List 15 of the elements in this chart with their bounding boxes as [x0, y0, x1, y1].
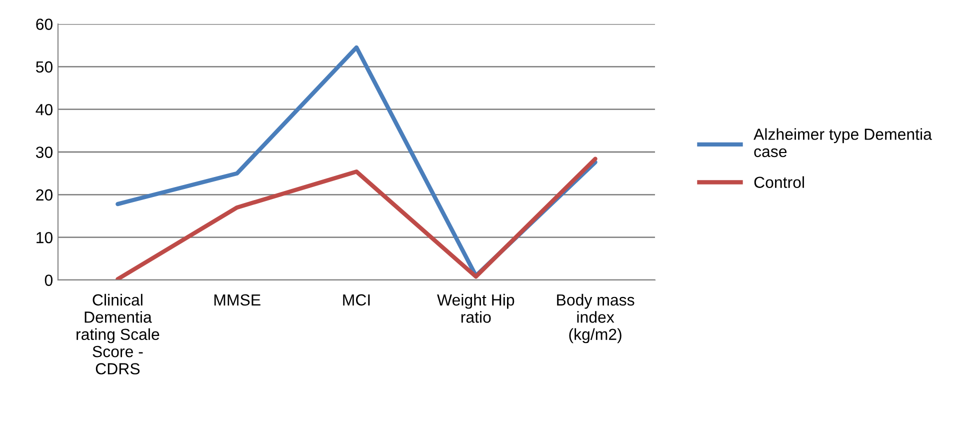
x-tick-label: MCI [343, 294, 370, 306]
y-tick-label: 0 [44, 274, 53, 286]
y-tick-label: 40 [36, 104, 53, 116]
y-tick-label: 30 [36, 146, 53, 158]
x-tick-label: Body mass index (kg/m2) [557, 294, 634, 344]
x-tick-label: Weight Hip ratio [437, 294, 514, 323]
y-tick-label: 50 [36, 61, 53, 73]
legend-label: Alzheimer type Dementia case [754, 128, 932, 158]
y-tick-label: 60 [36, 18, 53, 30]
x-tick-label: MMSE [214, 294, 260, 306]
y-tick-label: 10 [36, 232, 53, 244]
line-series [116, 156, 598, 280]
x-tick-label: Clinical Dementia rating Scale Score - CDRS [76, 294, 160, 374]
y-tick-label: 20 [36, 189, 53, 201]
legend-label: Control [754, 176, 804, 188]
